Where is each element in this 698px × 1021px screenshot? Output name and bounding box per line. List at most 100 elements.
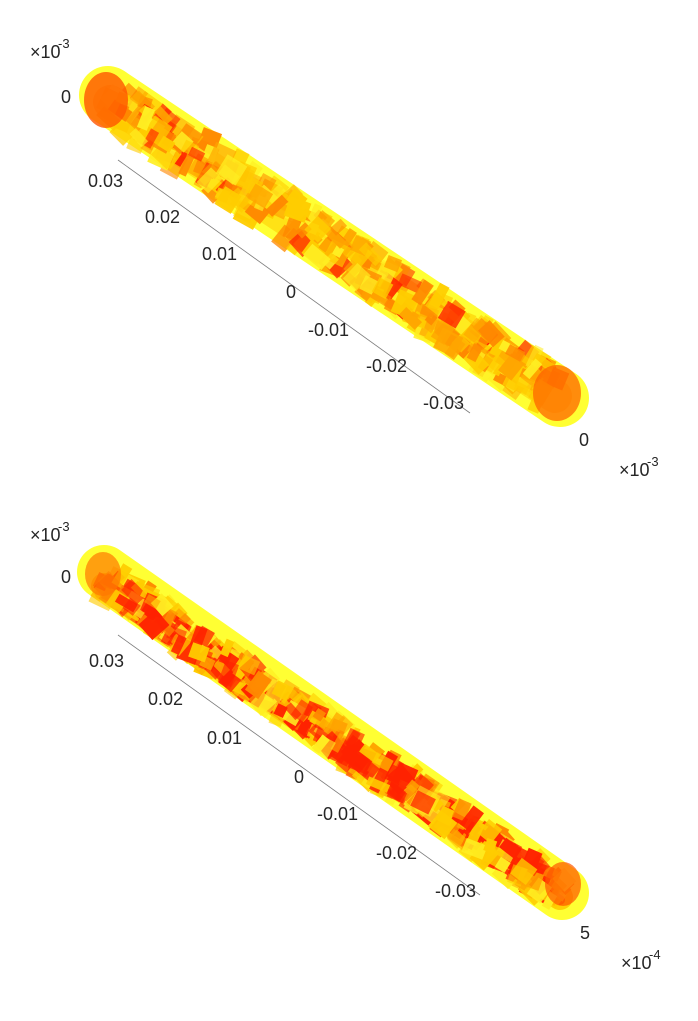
y-tick-label: 0.02 <box>145 207 180 227</box>
end-cap-left-bottom <box>85 552 121 596</box>
y-tick-label: 0.02 <box>148 689 183 709</box>
surface-patch <box>351 754 380 782</box>
surface-patch <box>481 349 506 373</box>
surface-patch <box>214 187 231 203</box>
surface-patch <box>244 670 272 700</box>
surface-patch <box>157 135 176 153</box>
color-patches-bottom <box>88 563 577 910</box>
surface-patch <box>154 106 173 125</box>
surface-patch <box>223 674 248 700</box>
y-tick-label: 0.01 <box>202 244 237 264</box>
y-tick-label: -0.03 <box>423 393 464 413</box>
surface-patch <box>330 732 347 753</box>
y-tick-label: 0 <box>294 767 304 787</box>
z-exponent-label: ×10 <box>30 525 61 545</box>
surface-patch <box>494 856 511 873</box>
surface-patch <box>323 225 347 249</box>
y-tick-label: -0.01 <box>308 320 349 340</box>
surface-patch <box>466 343 483 363</box>
surface-patch <box>246 183 274 209</box>
surface-patch <box>483 838 498 854</box>
x-tick-label: 0 <box>579 430 589 450</box>
surface-patch <box>484 844 506 868</box>
surface-patch <box>323 712 346 738</box>
y-axis-ticks-bottom: 0.03 0.02 0.01 0 -0.01 -0.02 -0.03 <box>89 634 481 901</box>
surface-patch <box>227 187 251 211</box>
surface-patch <box>114 593 138 613</box>
x-exponent-label: ×10 <box>621 953 652 973</box>
tube-top <box>79 66 589 427</box>
surface-patch <box>136 106 156 131</box>
color-patches-top <box>96 82 570 414</box>
surface-patch <box>425 292 448 316</box>
surface-patch <box>410 790 436 815</box>
x-exponent-power: -4 <box>649 947 661 962</box>
surface-patch <box>358 242 383 267</box>
surface-patch <box>461 837 488 860</box>
surface-patch <box>150 144 177 170</box>
surface-patch <box>303 243 331 271</box>
surface-patch <box>218 164 240 186</box>
surface-patch <box>187 153 209 178</box>
z-exponent-label: ×10 <box>30 42 61 62</box>
surface-patch <box>318 237 333 253</box>
surface-patch <box>144 594 161 610</box>
plot-bottom: 0.03 0.02 0.01 0 -0.01 -0.02 -0.03 0 ×10… <box>30 519 661 973</box>
surface-patch <box>340 744 361 764</box>
x-tick-label: 5 <box>580 923 590 943</box>
y-tick-label: 0.03 <box>88 171 123 191</box>
surface-patch <box>451 798 472 822</box>
end-cap-left-top <box>84 72 128 128</box>
surface-patch <box>478 320 505 348</box>
surface-patch <box>312 707 327 722</box>
surface-patch <box>510 857 538 886</box>
surface-patch <box>304 215 332 243</box>
z-axis-bottom: 0 ×10 -3 <box>30 519 71 587</box>
surface-patch <box>189 625 208 649</box>
surface-patch <box>430 319 455 345</box>
surface-patch <box>331 245 345 258</box>
surface-patch <box>365 776 391 793</box>
surface-patch <box>428 810 458 840</box>
surface-patch <box>121 82 138 99</box>
surface-patch <box>411 279 434 306</box>
surface-patch <box>283 196 312 223</box>
surface-patch <box>383 254 403 273</box>
surface-patch <box>318 718 333 733</box>
surface-patch <box>129 86 149 106</box>
surface-patch <box>237 654 261 676</box>
surface-patch <box>220 638 235 658</box>
surface-patch <box>398 307 423 330</box>
x-axis-top: 0 ×10 -3 <box>579 430 659 480</box>
surface-patch <box>342 263 371 292</box>
y-tick-label: -0.01 <box>317 804 358 824</box>
z-exponent-power: -3 <box>58 36 70 51</box>
y-tick-label: 0 <box>286 282 296 302</box>
surface-patch <box>265 183 286 205</box>
surface-patch <box>311 734 330 754</box>
surface-patch <box>405 779 420 794</box>
surface-patch <box>196 167 223 194</box>
surface-patch <box>371 277 394 300</box>
surface-patch <box>271 680 294 701</box>
surface-patch <box>419 304 440 320</box>
y-tick-label: -0.02 <box>366 356 407 376</box>
x-axis-bottom: 5 ×10 -4 <box>580 923 661 973</box>
y-axis-line-top <box>117 159 471 414</box>
surface-patch <box>390 289 419 320</box>
x-exponent-power: -3 <box>647 454 659 469</box>
surface-patch <box>244 199 271 225</box>
surface-patch <box>513 381 530 396</box>
surface-patch <box>437 300 466 329</box>
x-exponent-label: ×10 <box>619 460 650 480</box>
y-axis-ticks-top: 0.03 0.02 0.01 0 -0.01 -0.02 -0.03 <box>88 159 471 414</box>
end-cap-right-bottom <box>545 862 581 906</box>
surface-patch <box>217 660 240 687</box>
surface-patch <box>265 194 289 217</box>
y-tick-label: -0.02 <box>376 843 417 863</box>
y-axis-line-bottom <box>117 634 481 896</box>
surface-patch <box>499 837 522 859</box>
surface-patch <box>329 715 354 739</box>
surface-patch <box>129 128 149 148</box>
y-tick-label: 0.03 <box>89 651 124 671</box>
